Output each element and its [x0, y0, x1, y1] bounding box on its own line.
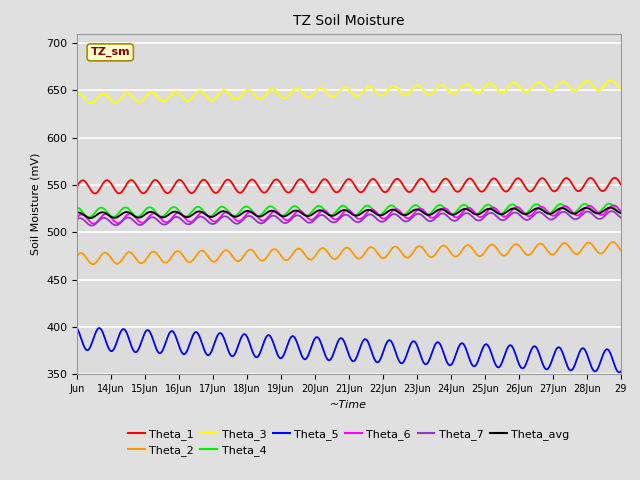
Theta_avg: [605, 205, 612, 211]
Theta_3: [336, 88, 344, 94]
Theta_7: [88, 223, 96, 228]
Theta_7: [520, 216, 527, 222]
Theta_avg: [332, 211, 340, 217]
Theta_5: [73, 325, 81, 331]
Theta_5: [605, 348, 612, 353]
Theta_avg: [73, 210, 81, 216]
Line: Theta_avg: Theta_avg: [77, 208, 621, 218]
Theta_7: [73, 216, 81, 222]
Theta_5: [398, 360, 406, 366]
Theta_4: [606, 201, 614, 206]
Theta_2: [398, 250, 406, 255]
Theta_1: [336, 188, 344, 193]
Theta_4: [336, 204, 344, 210]
Theta_avg: [398, 212, 406, 217]
Theta_3: [605, 78, 612, 84]
Theta_6: [398, 210, 406, 216]
Theta_avg: [520, 211, 527, 216]
Text: TZ_sm: TZ_sm: [90, 47, 130, 58]
Theta_1: [92, 191, 99, 196]
Theta_5: [617, 369, 625, 374]
Line: Theta_5: Theta_5: [77, 328, 621, 372]
Theta_1: [398, 180, 406, 186]
Theta_1: [611, 175, 618, 181]
Theta_6: [609, 203, 617, 208]
Theta_2: [369, 244, 376, 250]
Theta_2: [336, 252, 344, 258]
Theta_3: [617, 86, 625, 92]
Theta_avg: [336, 209, 344, 215]
Theta_1: [520, 181, 527, 187]
Theta_6: [332, 216, 340, 222]
Theta_5: [369, 350, 376, 356]
Theta_3: [520, 88, 527, 94]
Theta_1: [73, 184, 81, 190]
Theta_7: [617, 215, 625, 220]
X-axis label: ~Time: ~Time: [330, 400, 367, 409]
Theta_6: [336, 214, 344, 220]
Line: Theta_3: Theta_3: [77, 80, 621, 103]
Theta_4: [369, 206, 376, 212]
Theta_2: [609, 239, 617, 245]
Theta_6: [73, 215, 81, 221]
Theta_4: [73, 205, 81, 211]
Title: TZ Soil Moisture: TZ Soil Moisture: [293, 14, 404, 28]
Line: Theta_7: Theta_7: [77, 211, 621, 226]
Theta_4: [398, 211, 406, 217]
Theta_5: [616, 370, 623, 375]
Theta_3: [369, 85, 376, 91]
Theta_2: [520, 249, 527, 255]
Theta_7: [608, 208, 616, 214]
Theta_5: [336, 336, 344, 342]
Line: Theta_4: Theta_4: [77, 204, 621, 217]
Theta_1: [369, 176, 376, 182]
Line: Theta_6: Theta_6: [77, 205, 621, 224]
Y-axis label: Soil Moisture (mV): Soil Moisture (mV): [30, 153, 40, 255]
Theta_6: [90, 221, 98, 227]
Theta_5: [520, 365, 527, 371]
Theta_2: [605, 242, 612, 248]
Theta_6: [520, 210, 527, 216]
Theta_4: [520, 211, 527, 216]
Theta_7: [605, 209, 612, 215]
Theta_4: [605, 201, 612, 206]
Theta_3: [87, 100, 95, 106]
Theta_4: [617, 210, 625, 216]
Theta_3: [398, 90, 406, 96]
Line: Theta_2: Theta_2: [77, 242, 621, 264]
Theta_1: [617, 181, 625, 187]
Theta_4: [332, 208, 340, 214]
Theta_7: [398, 216, 406, 222]
Theta_avg: [369, 208, 376, 214]
Theta_avg: [606, 205, 614, 211]
Theta_3: [607, 77, 615, 83]
Theta_5: [96, 325, 104, 331]
Theta_4: [85, 214, 93, 220]
Theta_7: [336, 216, 344, 222]
Theta_6: [605, 206, 612, 212]
Theta_2: [90, 262, 97, 267]
Theta_2: [617, 247, 625, 253]
Theta_2: [73, 253, 81, 259]
Theta_avg: [86, 215, 93, 221]
Theta_2: [332, 256, 340, 262]
Line: Theta_1: Theta_1: [77, 178, 621, 193]
Theta_6: [617, 208, 625, 214]
Theta_avg: [617, 210, 625, 216]
Theta_5: [332, 343, 340, 348]
Theta_3: [332, 92, 340, 98]
Theta_7: [332, 219, 340, 225]
Theta_3: [73, 92, 81, 98]
Theta_7: [369, 212, 376, 218]
Legend: Theta_1, Theta_2, Theta_3, Theta_4, Theta_5, Theta_6, Theta_7, Theta_avg: Theta_1, Theta_2, Theta_3, Theta_4, Thet…: [124, 424, 574, 460]
Theta_1: [605, 181, 612, 187]
Theta_1: [332, 190, 340, 195]
Theta_6: [369, 206, 376, 212]
